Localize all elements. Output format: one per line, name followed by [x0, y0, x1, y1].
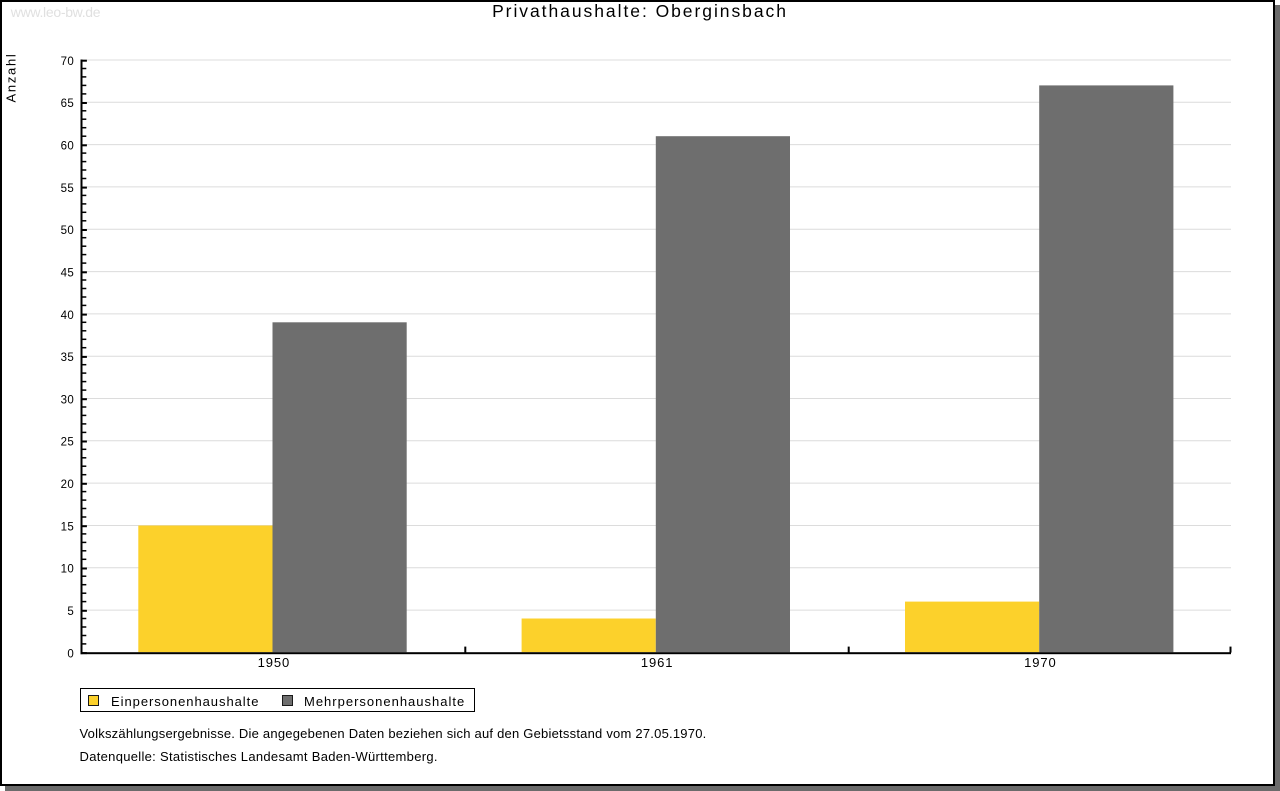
svg-text:1970: 1970 [1024, 655, 1057, 670]
svg-text:35: 35 [61, 352, 75, 364]
svg-text:5: 5 [67, 606, 74, 618]
svg-text:40: 40 [61, 310, 75, 322]
svg-text:20: 20 [61, 479, 75, 491]
svg-text:25: 25 [61, 437, 75, 449]
svg-text:55: 55 [61, 183, 75, 195]
svg-text:30: 30 [61, 394, 75, 406]
svg-text:70: 70 [61, 56, 75, 68]
svg-text:15: 15 [61, 521, 75, 533]
svg-text:1961: 1961 [641, 655, 674, 670]
svg-text:60: 60 [61, 141, 75, 153]
svg-text:45: 45 [61, 268, 75, 280]
svg-text:0: 0 [67, 648, 74, 660]
svg-text:50: 50 [61, 225, 75, 237]
svg-text:1950: 1950 [258, 655, 291, 670]
svg-text:65: 65 [61, 98, 75, 110]
svg-text:10: 10 [61, 564, 75, 576]
